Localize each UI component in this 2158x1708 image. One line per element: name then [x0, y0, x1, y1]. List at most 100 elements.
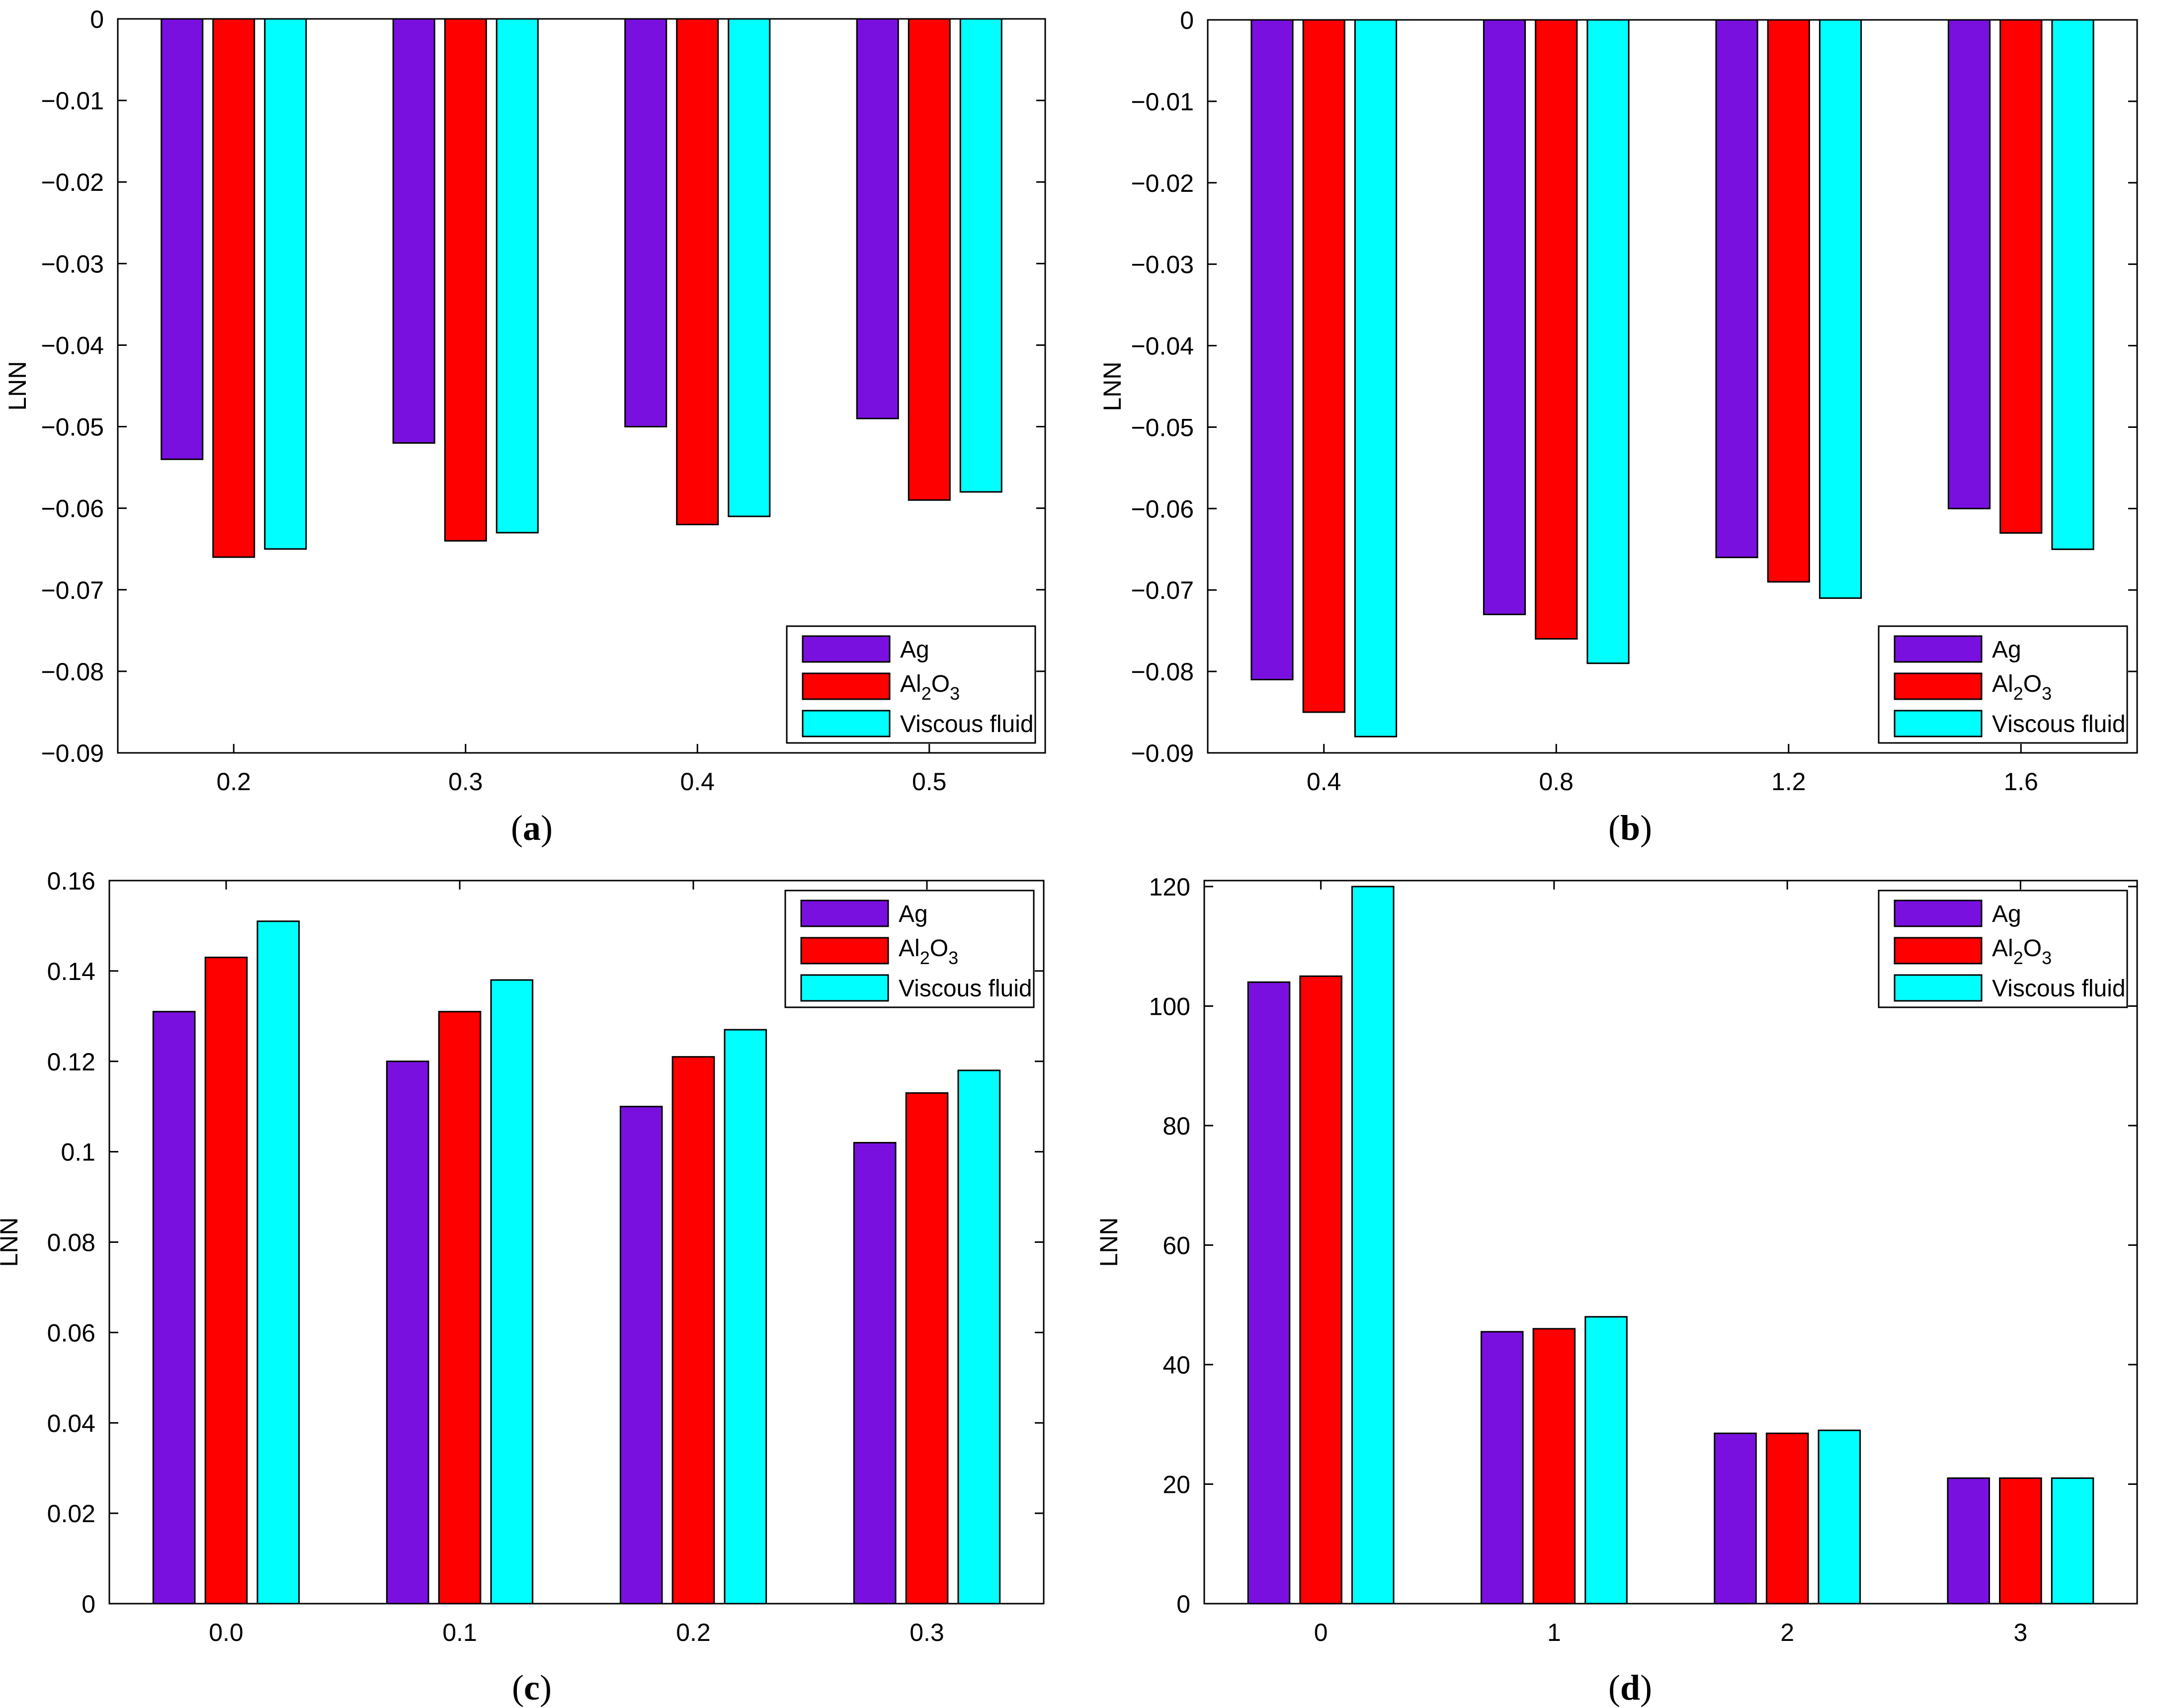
bar-ag-0.4 — [624, 18, 667, 428]
bar-al2o3-1 — [1532, 1328, 1576, 1605]
al2o3-mid: O — [2023, 671, 2042, 697]
y-axis-label: LNN — [1098, 361, 1126, 411]
x-tick-label: 0.2 — [216, 768, 251, 796]
al2o3-mid: O — [931, 671, 950, 697]
bar-viscous-fluid-0.0 — [256, 920, 300, 1605]
bar-ag-0.1 — [386, 1060, 429, 1605]
y-tick-label: 0.06 — [47, 1319, 95, 1347]
y-axis-label: LNN — [3, 361, 31, 410]
al2o3-sub2: 3 — [950, 683, 960, 704]
y-tick-label: 0.1 — [61, 1139, 95, 1166]
x-tick-label: 0.5 — [912, 768, 947, 796]
bar-ag-0 — [1247, 981, 1291, 1605]
caption-close: ) — [540, 1668, 552, 1708]
bar-ag-1 — [1480, 1331, 1524, 1605]
bar-al2o3-0 — [1299, 975, 1342, 1605]
bar-ag-0.3 — [392, 18, 435, 444]
al2o3-sub1: 2 — [2013, 683, 2023, 704]
x-tick-label: 0.3 — [448, 768, 483, 796]
bar-viscous-fluid-1 — [1584, 1316, 1628, 1605]
legend: Ag Al2O3 Viscous fluid — [1878, 890, 2128, 1008]
legend-swatch-ag — [1894, 635, 1983, 663]
legend-swatch-viscous-fluid — [800, 974, 889, 1002]
y-tick-label: 100 — [1149, 993, 1190, 1021]
al2o3-base: Al — [900, 671, 921, 697]
y-tick-label: 60 — [1162, 1232, 1190, 1260]
bar-al2o3-1.2 — [1767, 19, 1810, 583]
legend-swatch-viscous-fluid — [802, 710, 891, 737]
y-tick-label: −0.04 — [41, 331, 104, 359]
bar-ag-0.0 — [152, 1011, 196, 1605]
bar-al2o3-0.2 — [212, 18, 255, 558]
bar-ag-0.5 — [856, 18, 899, 419]
legend-swatch-al2o3 — [802, 672, 891, 700]
legend-swatch-al2o3 — [1894, 937, 1983, 965]
y-tick-label: 0 — [82, 1590, 95, 1618]
y-tick-label: −0.09 — [41, 739, 104, 767]
legend-swatch-viscous-fluid — [1894, 974, 1983, 1002]
legend-swatch-al2o3 — [1894, 672, 1983, 700]
legend-label-viscous: Viscous fluid — [900, 711, 1034, 737]
bar-ag-0.2 — [619, 1106, 663, 1605]
y-tick-label: −0.01 — [41, 87, 104, 115]
legend: Ag Al2O3 Viscous fluid — [1878, 625, 2128, 744]
y-tick-label: 0.04 — [47, 1409, 95, 1437]
caption-open: ( — [511, 808, 523, 848]
y-tick-label: −0.06 — [41, 495, 104, 523]
bar-ag-0.4 — [1250, 19, 1294, 680]
panel-caption: (c) — [512, 1668, 552, 1708]
al2o3-mid: O — [2023, 935, 2042, 962]
x-tick-label: 0.3 — [910, 1619, 944, 1646]
bar-viscous-fluid-0.4 — [728, 18, 771, 517]
bar-viscous-fluid-2 — [1818, 1429, 1861, 1605]
legend-label-ag: Ag — [900, 637, 929, 663]
legend-label-ag: Ag — [1992, 901, 2021, 927]
x-tick-label: 3 — [2013, 1619, 2027, 1646]
bar-ag-1.2 — [1715, 19, 1758, 559]
caption-open: ( — [512, 1668, 524, 1708]
caption-close: ) — [1640, 808, 1652, 848]
legend-label-al2o3: Al2O3 — [1992, 935, 2052, 968]
al2o3-base: Al — [1992, 935, 2013, 962]
y-tick-label: −0.08 — [41, 658, 104, 686]
y-tick-label: −0.01 — [1131, 88, 1194, 116]
y-tick-label: −0.07 — [41, 576, 104, 604]
y-tick-label: −0.06 — [1131, 495, 1194, 523]
y-tick-label: 40 — [1162, 1351, 1190, 1379]
panel-caption: (a) — [511, 808, 553, 848]
bar-ag-2 — [1714, 1432, 1757, 1605]
chart-panel-b: 0 −0.01 −0.02 −0.03 −0.04 −0.05 −0.06 −0.07 −0.0… — [1098, 6, 2138, 848]
plot-frame — [1207, 19, 2138, 754]
panel-caption: (b) — [1608, 808, 1652, 848]
caption-letter: b — [1620, 808, 1640, 848]
bar-ag-3 — [1947, 1477, 1990, 1605]
y-tick-label: −0.04 — [1131, 332, 1194, 360]
caption-close: ) — [1640, 1668, 1652, 1708]
panel-caption: (d) — [1608, 1668, 1652, 1708]
y-tick-label: 0 — [1176, 1590, 1190, 1618]
legend-swatch-ag — [800, 899, 889, 927]
caption-open: ( — [1608, 808, 1620, 848]
legend-swatch-viscous-fluid — [1894, 710, 1983, 737]
caption-letter: d — [1620, 1668, 1640, 1708]
bar-al2o3-0.2 — [671, 1056, 715, 1605]
y-tick-label: −0.05 — [1131, 413, 1194, 441]
y-axis-label: LNN — [0, 1217, 23, 1267]
y-tick-label: 0.08 — [47, 1229, 95, 1257]
bar-al2o3-0.4 — [1302, 19, 1345, 713]
bar-viscous-fluid-0 — [1351, 886, 1395, 1605]
bar-viscous-fluid-0.2 — [264, 18, 307, 550]
bar-viscous-fluid-0.5 — [959, 18, 1002, 493]
y-tick-label: 20 — [1162, 1471, 1190, 1499]
y-tick-label: −0.08 — [1131, 658, 1194, 686]
bar-ag-0.3 — [853, 1141, 897, 1605]
legend-label-viscous: Viscous fluid — [899, 976, 1032, 1002]
bar-viscous-fluid-0.3 — [957, 1069, 1001, 1605]
al2o3-mid: O — [930, 935, 948, 962]
legend-label-ag: Ag — [899, 901, 928, 927]
x-tick-label: 0.4 — [1307, 768, 1341, 796]
al2o3-sub2: 3 — [2042, 683, 2052, 704]
x-tick-label: 0.1 — [442, 1619, 477, 1646]
